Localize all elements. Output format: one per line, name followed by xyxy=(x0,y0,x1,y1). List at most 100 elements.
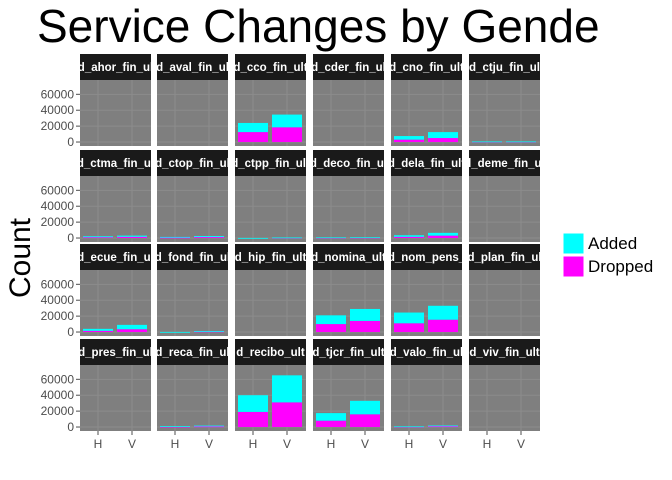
y-tick-label: 40000 xyxy=(41,293,75,307)
facet-strip xyxy=(313,54,384,80)
facet-strip xyxy=(313,150,384,176)
bar-added xyxy=(194,425,224,427)
facet-strip xyxy=(235,54,306,80)
facet-strip xyxy=(80,54,151,80)
bar-dropped xyxy=(394,139,424,143)
facet-label: d_viv_fin_ult xyxy=(469,347,539,359)
y-tick-label: 20000 xyxy=(41,309,75,323)
bar-added xyxy=(316,413,346,421)
y-tick-label: 20000 xyxy=(41,404,75,418)
facet-strip xyxy=(235,150,306,176)
y-tick-label: 60000 xyxy=(41,372,75,386)
y-tick-label: 20000 xyxy=(41,119,75,133)
bar-added xyxy=(316,237,346,239)
facet-label: d_nom_pens_ xyxy=(388,252,466,264)
facet-panel xyxy=(235,176,306,242)
bar-added xyxy=(272,237,302,239)
facet-strip xyxy=(235,244,306,270)
facet-label: d_recibo_ult xyxy=(236,347,305,359)
legend-label-added: Added xyxy=(588,234,637,253)
bar-added xyxy=(238,395,268,412)
bar-dropped xyxy=(428,426,458,428)
x-tick-label: H xyxy=(405,437,414,451)
bar-dropped xyxy=(394,236,424,239)
facet-label: d_plan_fin_ul xyxy=(467,252,541,264)
bar-added xyxy=(394,426,424,428)
bar-added xyxy=(117,235,147,237)
facet-strip xyxy=(157,339,228,365)
bar-dropped xyxy=(194,426,224,428)
x-tick-label: H xyxy=(94,437,103,451)
facet-strip xyxy=(391,150,462,176)
bar-added xyxy=(394,312,424,324)
bar-dropped xyxy=(428,235,458,239)
facet-strip xyxy=(313,339,384,365)
facet-strip xyxy=(157,150,228,176)
facet-label: d_ctpp_fin_ult xyxy=(231,158,310,170)
bar-dropped xyxy=(160,237,190,239)
facet-panel xyxy=(391,365,462,431)
facet-strip xyxy=(469,244,540,270)
facet-panel xyxy=(469,270,540,336)
bar-added xyxy=(272,375,302,403)
bar-added xyxy=(350,237,380,239)
facet-strip xyxy=(313,244,384,270)
bar-dropped xyxy=(272,127,302,143)
y-tick-label: 20000 xyxy=(41,215,75,229)
legend: Added Dropped xyxy=(562,232,653,278)
x-tick-label: V xyxy=(128,437,136,451)
bar-added xyxy=(428,425,458,427)
bar-dropped xyxy=(160,426,190,428)
bar-added xyxy=(160,236,190,238)
bar-dropped xyxy=(394,323,424,333)
bar-dropped xyxy=(238,132,268,143)
y-tick-label: 60000 xyxy=(41,87,75,101)
facet-panel xyxy=(313,80,384,146)
facet-label: d_nomina_ult xyxy=(311,252,386,264)
y-tick-label: 0 xyxy=(67,231,74,245)
bar-dropped xyxy=(83,330,113,333)
bar-added xyxy=(160,331,190,333)
facet-strip xyxy=(80,150,151,176)
facet-strip xyxy=(235,339,306,365)
bar-added xyxy=(428,232,458,236)
facet-strip xyxy=(157,244,228,270)
bar-added xyxy=(316,315,346,325)
x-tick-label: H xyxy=(171,437,180,451)
facet-strip xyxy=(80,339,151,365)
legend-key-added xyxy=(562,232,585,255)
facet-label: d_dela_fin_ult xyxy=(388,158,465,170)
facet-strip xyxy=(391,244,462,270)
bar-added xyxy=(238,237,268,239)
y-tick-label: 40000 xyxy=(41,103,75,117)
y-axis-label: Count xyxy=(4,217,37,298)
y-tick-label: 60000 xyxy=(41,277,75,291)
facet-label: d_pres_fin_ul xyxy=(78,347,153,359)
facet-panel xyxy=(235,270,306,336)
facet-label: d_ahor_fin_ul xyxy=(78,62,153,74)
facet-label: d_tjcr_fin_ult xyxy=(312,347,384,359)
bar-dropped xyxy=(194,237,224,239)
bar-added xyxy=(194,236,224,238)
facet-label: d_aval_fin_ul xyxy=(156,62,229,74)
x-tick-label: V xyxy=(361,437,369,451)
bar-dropped xyxy=(316,420,346,428)
facet-strip xyxy=(391,54,462,80)
bar-added xyxy=(83,236,113,238)
bar-dropped xyxy=(83,237,113,239)
bar-added xyxy=(394,235,424,237)
bar-dropped xyxy=(117,329,147,333)
facet-strip xyxy=(157,54,228,80)
facet-panel xyxy=(469,365,540,431)
x-tick-label: V xyxy=(439,437,447,451)
x-tick-label: V xyxy=(283,437,291,451)
bar-added xyxy=(83,328,113,331)
facet-label: d_reca_fin_ul xyxy=(155,347,229,359)
y-tick-label: 40000 xyxy=(41,199,75,213)
facet-panel xyxy=(157,365,228,431)
bar-added xyxy=(428,305,458,320)
facet-label: d_ctop_fin_ul xyxy=(155,158,230,170)
bar-dropped xyxy=(350,320,380,333)
x-tick-label: H xyxy=(327,437,336,451)
